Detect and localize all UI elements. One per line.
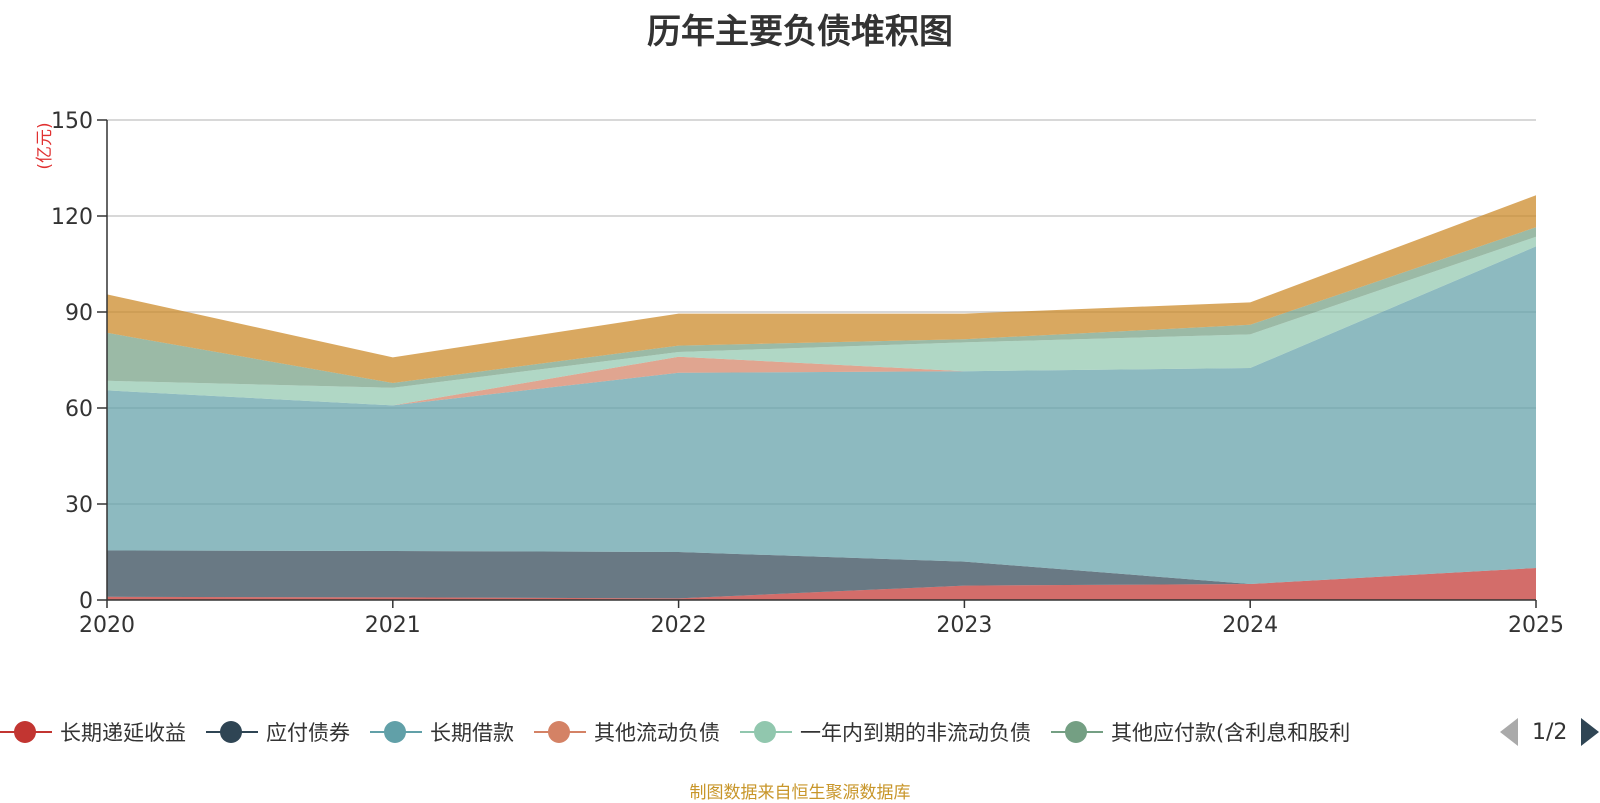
area-series-6 [107, 227, 1536, 388]
x-tick-label: 2020 [79, 613, 135, 638]
y-axis-unit-label: (亿元) [35, 122, 55, 169]
legend-label: 长期借款 [430, 721, 514, 745]
y-tick-label: 90 [65, 301, 93, 326]
x-tick-label: 2023 [936, 613, 992, 638]
y-tick-label: 30 [65, 493, 93, 518]
x-tick-label: 2025 [1508, 613, 1564, 638]
x-tick-label: 2022 [651, 613, 707, 638]
legend: 长期递延收益 应付债券 长期借款 其他流动负债 一年内到期的非流动负债 其他应付款(含利息… [0, 712, 1600, 752]
axes: 0 30 60 90 120 150 2020 2021 2022 2023 2024 2025 (亿元… [35, 109, 1564, 638]
data-source-note: 制图数据来自恒生聚源数据库 [689, 783, 911, 803]
area-series-3 [107, 246, 1536, 584]
area-series-1 [107, 568, 1536, 600]
legend-page-indicator: 1/2 [1532, 719, 1568, 745]
y-tick-label: 0 [79, 589, 93, 614]
legend-marker-icon [370, 719, 422, 745]
legend-pager: 1/2 [1500, 712, 1600, 752]
x-tick-label: 2024 [1222, 613, 1278, 638]
legend-marker-icon [534, 719, 586, 745]
y-tick-label: 120 [51, 205, 93, 230]
legend-marker-icon [206, 719, 258, 745]
y-tick-label: 60 [65, 397, 93, 422]
legend-label: 应付债券 [266, 721, 350, 745]
legend-label: 其他应付款(含利息和股利 [1111, 721, 1351, 745]
x-tick-label: 2021 [365, 613, 421, 638]
area-series-5 [107, 236, 1536, 406]
legend-marker-icon [0, 719, 52, 745]
legend-item[interactable]: 长期递延收益 [0, 717, 186, 747]
area-series [107, 195, 1536, 600]
legend-label: 其他流动负债 [594, 721, 720, 745]
legend-label: 一年内到期的非流动负债 [800, 721, 1031, 745]
legend-next-icon[interactable] [1581, 718, 1600, 746]
legend-items: 长期递延收益 应付债券 长期借款 其他流动负债 一年内到期的非流动负债 其他应付款(含利息… [0, 717, 1490, 747]
legend-item[interactable]: 一年内到期的非流动负债 [740, 717, 1031, 747]
legend-prev-icon[interactable] [1500, 718, 1518, 746]
stacked-area-chart: 0 30 60 90 120 150 2020 2021 2022 2023 2024 2025 (亿元… [35, 109, 1564, 638]
legend-marker-icon [1051, 719, 1103, 745]
legend-item[interactable]: 应付债券 [206, 717, 350, 747]
y-tick-label: 150 [51, 109, 93, 134]
area-series-2 [107, 550, 1536, 599]
legend-item[interactable]: 其他流动负债 [534, 717, 720, 747]
legend-marker-icon [740, 719, 792, 745]
legend-label: 长期递延收益 [60, 721, 186, 745]
chart-title: 历年主要负债堆积图 [647, 12, 953, 52]
legend-item[interactable]: 其他应付款(含利息和股利 [1051, 717, 1350, 747]
legend-item[interactable]: 长期借款 [370, 717, 514, 747]
